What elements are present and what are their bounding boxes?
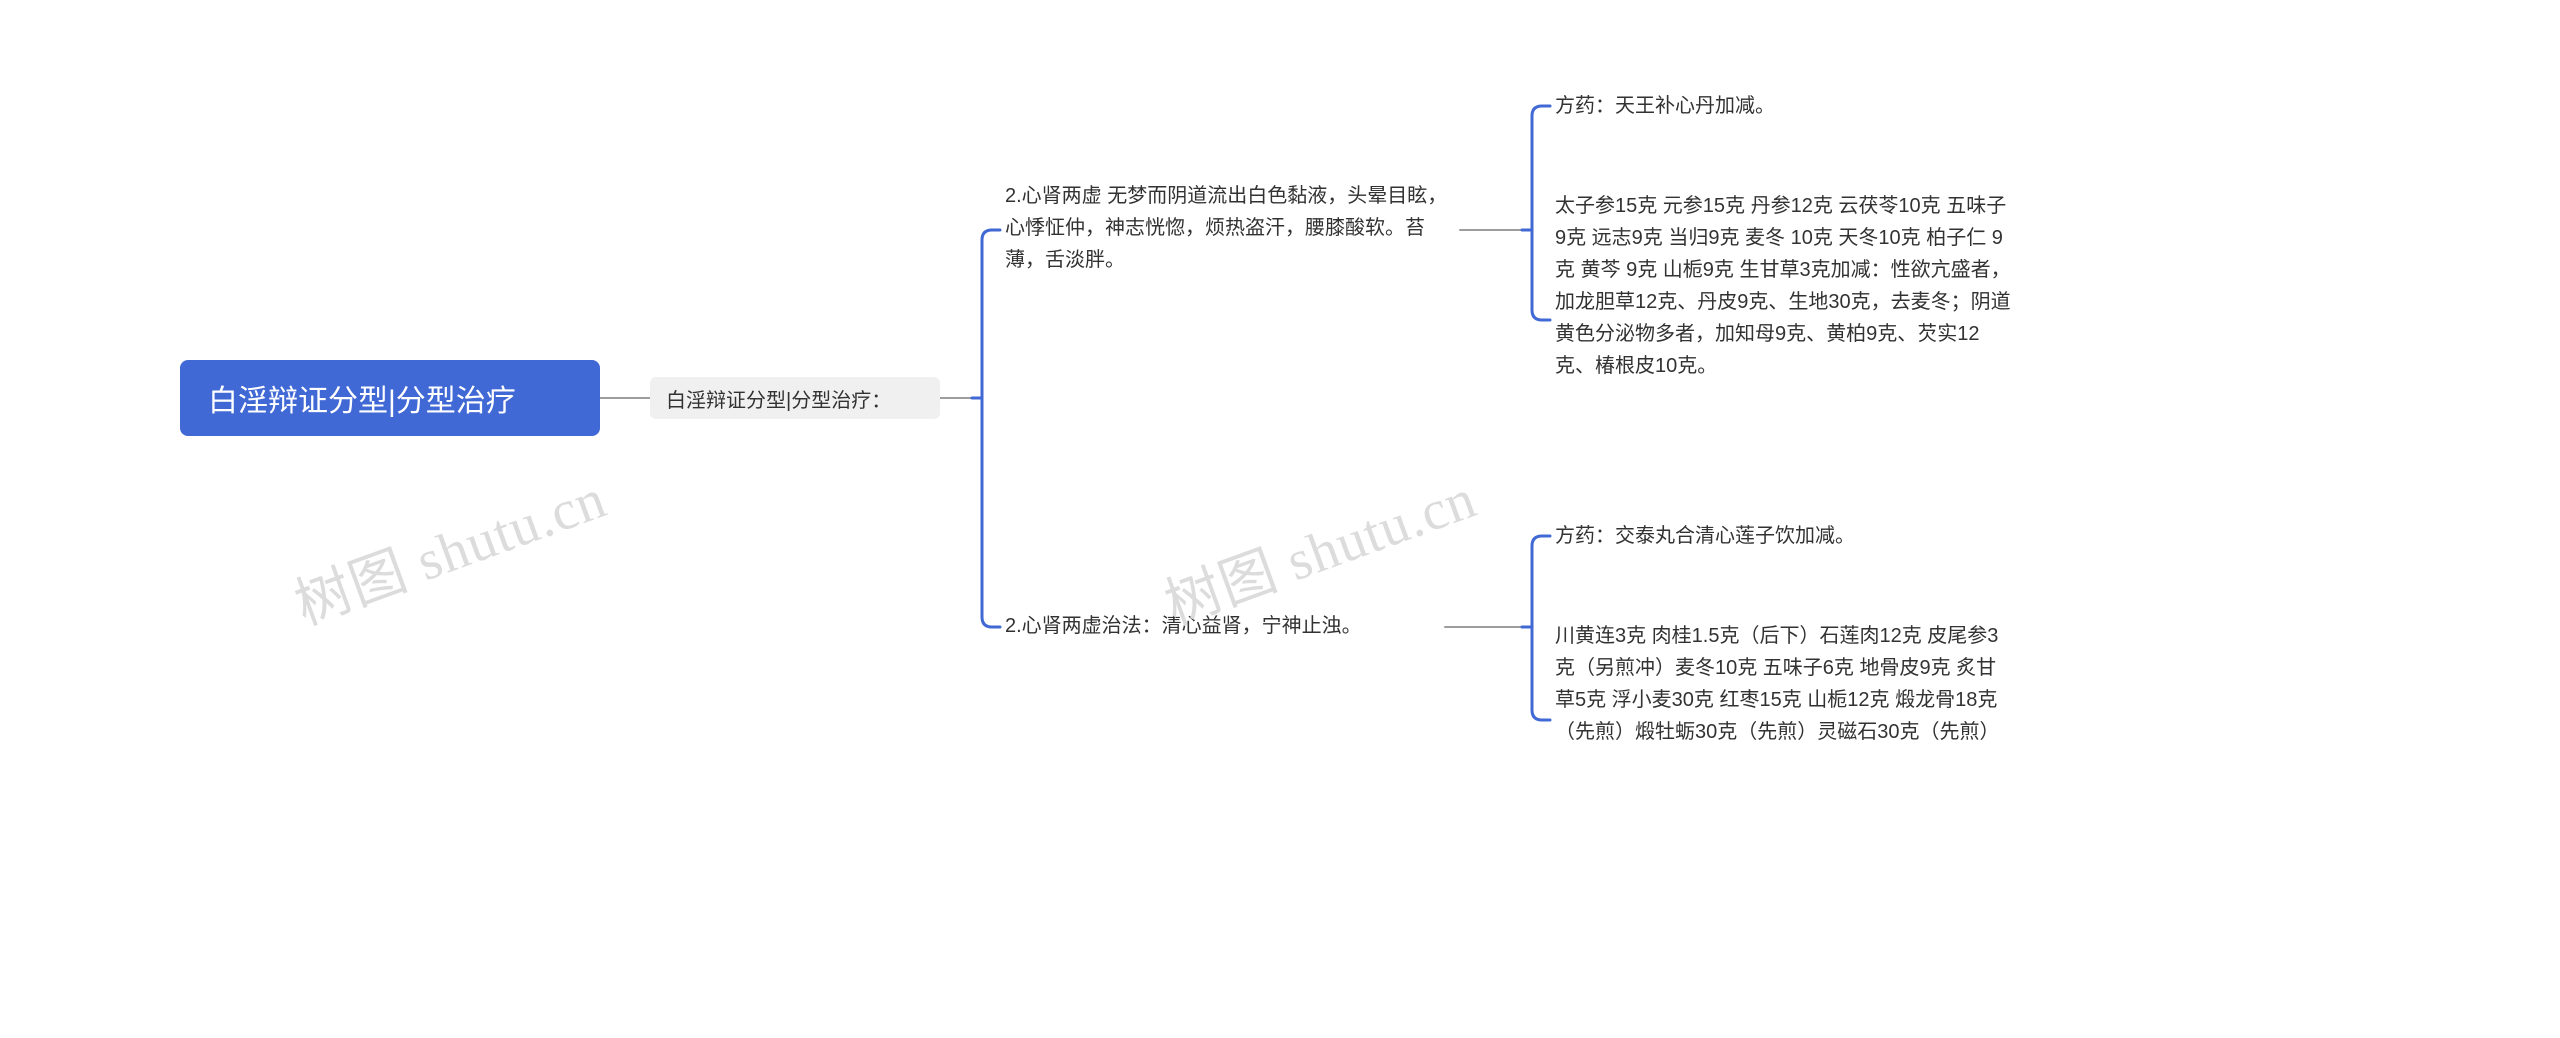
branch-label: 2.心肾两虚治法：清心益肾，宁神止浊。 (1005, 610, 1362, 642)
leaf-label: 方药：天王补心丹加减。 (1555, 90, 1775, 122)
connectors-layer (0, 0, 2560, 1038)
mindmap-canvas: 白淫辩证分型|分型治疗 白淫辩证分型|分型治疗： 2.心肾两虚 无梦而阴道流出白… (0, 0, 2560, 1038)
leaf-node[interactable]: 太子参15克 元参15克 丹参12克 云茯苓10克 五味子9克 远志9克 当归9… (1555, 190, 2015, 382)
root-label: 白淫辩证分型|分型治疗 (208, 376, 516, 420)
level1-node[interactable]: 白淫辩证分型|分型治疗： (650, 377, 940, 419)
branch-node[interactable]: 2.心肾两虚治法：清心益肾，宁神止浊。 (1005, 610, 1445, 642)
root-node[interactable]: 白淫辩证分型|分型治疗 (180, 360, 600, 436)
branch-label: 2.心肾两虚 无梦而阴道流出白色黏液，头晕目眩，心悸怔仲，神志恍惚，烦热盗汗，腰… (1005, 180, 1460, 276)
leaf-node[interactable]: 方药：天王补心丹加减。 (1555, 90, 2015, 122)
leaf-label: 方药：交泰丸合清心莲子饮加减。 (1555, 520, 1855, 552)
level1-label: 白淫辩证分型|分型治疗： (666, 384, 891, 413)
leaf-label: 太子参15克 元参15克 丹参12克 云茯苓10克 五味子9克 远志9克 当归9… (1555, 190, 2015, 382)
leaf-node[interactable]: 方药：交泰丸合清心莲子饮加减。 (1555, 520, 2015, 552)
leaf-node[interactable]: 川黄连3克 肉桂1.5克（后下）石莲肉12克 皮尾参3克（另煎冲）麦冬10克 五… (1555, 620, 2015, 748)
leaf-label: 川黄连3克 肉桂1.5克（后下）石莲肉12克 皮尾参3克（另煎冲）麦冬10克 五… (1555, 620, 2015, 748)
watermark: 树图 shutu.cn (282, 454, 615, 641)
branch-node[interactable]: 2.心肾两虚 无梦而阴道流出白色黏液，头晕目眩，心悸怔仲，神志恍惚，烦热盗汗，腰… (1005, 180, 1460, 276)
